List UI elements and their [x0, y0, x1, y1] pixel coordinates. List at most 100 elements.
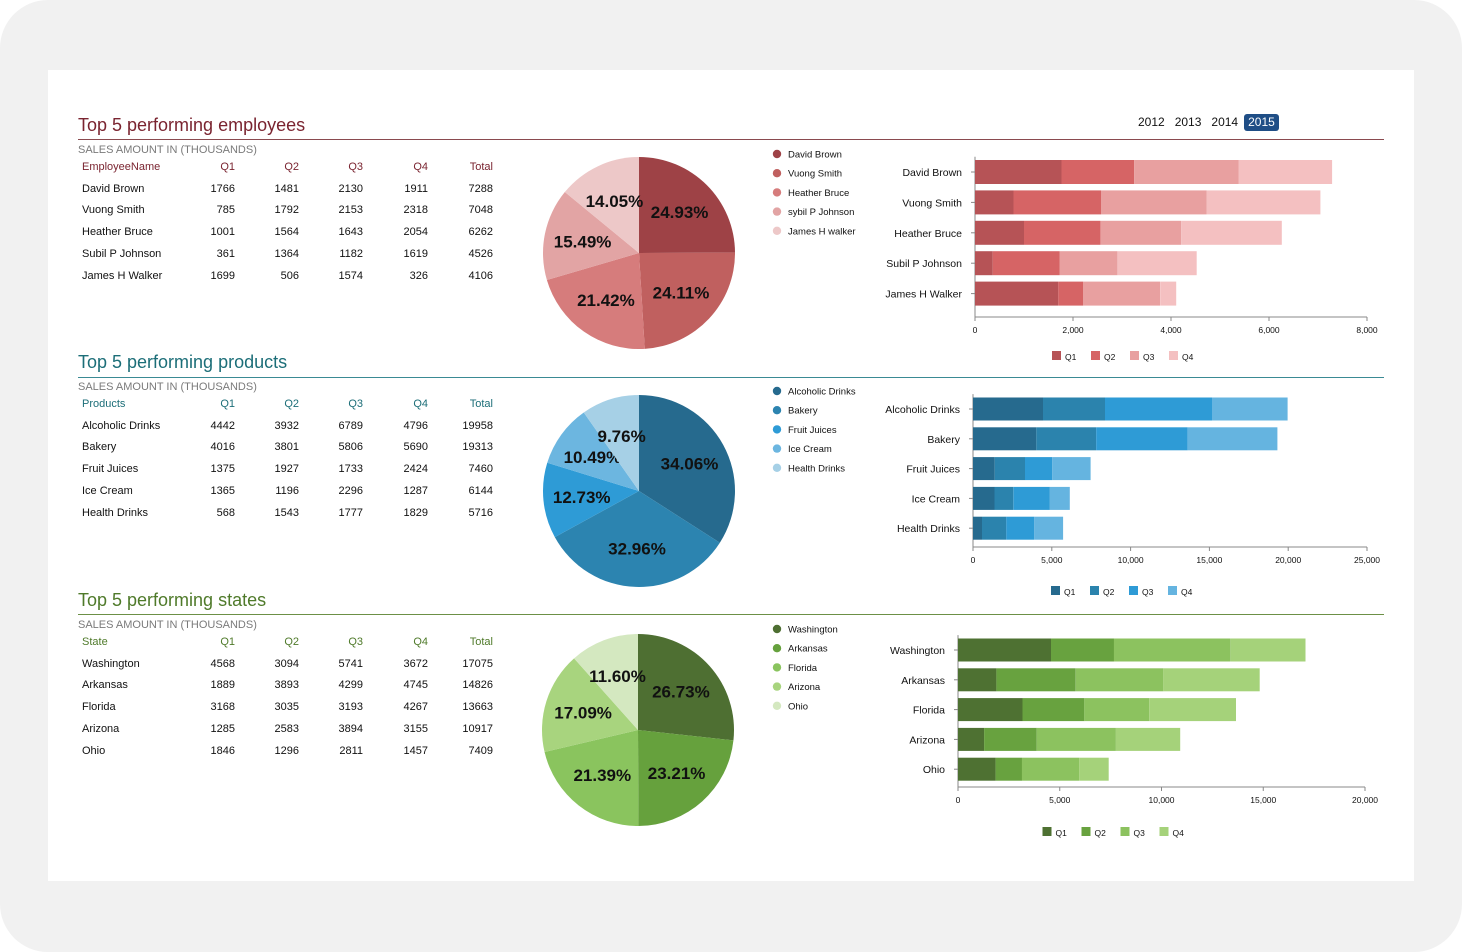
table-cell: 568: [216, 506, 235, 519]
column-header: State: [82, 636, 108, 648]
table-row: James H Walker 1699 506 1574 326 4106: [78, 270, 498, 284]
column-header: Q1: [220, 636, 235, 648]
table-cell: 5690: [403, 441, 428, 454]
year-selector: 2012 2013 2014 2015: [1134, 114, 1279, 131]
table-header-row: State Q1 Q2 Q3 Q4 Total: [78, 636, 498, 650]
table-row: Bakery 4016 3801 5806 5690 19313: [78, 441, 498, 455]
table-cell: 1457: [403, 744, 428, 757]
column-header: Q2: [284, 636, 299, 648]
table-cell: 2583: [274, 722, 299, 735]
table-cell: 1481: [274, 182, 299, 195]
table-cell: 3894: [338, 722, 363, 735]
column-header: Q1: [220, 398, 235, 410]
table-cell: 17075: [462, 657, 493, 670]
table-cell: 1543: [274, 506, 299, 519]
year-tab-2012[interactable]: 2012: [1138, 115, 1165, 129]
table-cell: 3193: [338, 701, 363, 714]
table-cell: Alcoholic Drinks: [82, 419, 161, 432]
table-cell: Bakery: [82, 441, 117, 454]
table-row: Subil P Johnson 361 1364 1182 1619 4526: [78, 248, 498, 262]
table-cell: 4568: [210, 657, 235, 670]
table-cell: 4796: [403, 419, 428, 432]
table-cell: 7288: [468, 182, 493, 195]
table-row: Fruit Juices 1375 1927 1733 2424 7460: [78, 463, 498, 477]
table-cell: 10917: [462, 722, 493, 735]
table-cell: 6789: [338, 419, 363, 432]
table-cell: 7048: [468, 204, 493, 217]
table-cell: 1792: [274, 204, 299, 217]
table-cell: 1777: [338, 506, 363, 519]
column-header: Total: [469, 161, 493, 173]
column-header: Q3: [348, 636, 363, 648]
table-cell: 13663: [462, 701, 493, 714]
section-title: Top 5 performing employees: [78, 115, 306, 135]
section-divider: [78, 614, 1384, 615]
table-cell: 1375: [210, 463, 235, 476]
column-header: EmployeeName: [82, 161, 161, 173]
section-subtitle: SALES AMOUNT IN (THOUSANDS): [78, 619, 257, 631]
section-subtitle: SALES AMOUNT IN (THOUSANDS): [78, 381, 257, 393]
table-cell: 4267: [403, 701, 428, 714]
table-cell: Subil P Johnson: [82, 247, 162, 260]
table-cell: 4442: [210, 419, 235, 432]
section-subtitle: SALES AMOUNT IN (THOUSANDS): [78, 144, 257, 156]
table-cell: 4299: [338, 679, 363, 692]
table-cell: 3094: [274, 657, 299, 670]
column-header: Q3: [348, 398, 363, 410]
table-cell: 1766: [210, 182, 235, 195]
table-cell: 1733: [338, 463, 363, 476]
year-tab-2013[interactable]: 2013: [1174, 115, 1202, 129]
table-cell: 5716: [468, 506, 493, 519]
table-cell: Arizona: [82, 722, 120, 735]
table-cell: Washington: [82, 657, 140, 670]
table-cell: 1829: [403, 506, 428, 519]
table-cell: Heather Bruce: [82, 226, 153, 239]
table-cell: 1927: [274, 463, 299, 476]
table-cell: Ohio: [82, 744, 106, 757]
table-row: Ice Cream 1365 1196 2296 1287 6144: [78, 485, 498, 499]
table-cell: 6144: [468, 484, 493, 497]
table-row: Alcoholic Drinks 4442 3932 6789 4796 19958: [78, 420, 498, 434]
column-header: Q4: [413, 636, 428, 648]
table-cell: 785: [216, 204, 235, 217]
table-cell: Vuong Smith: [82, 204, 145, 217]
table-header-row: Products Q1 Q2 Q3 Q4 Total: [78, 398, 498, 412]
column-header: Q2: [284, 398, 299, 410]
table-cell: 2054: [403, 226, 428, 239]
table-cell: 3932: [274, 419, 299, 432]
table-cell: 1285: [210, 722, 235, 735]
table-cell: 4106: [468, 269, 493, 282]
table-cell: Health Drinks: [82, 506, 149, 519]
table-cell: 6262: [468, 226, 493, 239]
table-row: Heather Bruce 1001 1564 1643 2054 6262: [78, 226, 498, 240]
table-cell: 2130: [338, 182, 363, 195]
table-cell: 2153: [338, 204, 363, 217]
column-header: Total: [469, 398, 493, 410]
table-row: Arkansas 1889 3893 4299 4745 14826: [78, 679, 498, 693]
year-tab-2015[interactable]: 2015: [1244, 114, 1279, 131]
table-cell: 5806: [338, 441, 363, 454]
table-cell: 1365: [210, 484, 235, 497]
table-cell: 506: [280, 269, 299, 282]
table-cell: 1196: [275, 484, 299, 497]
table-cell: 1619: [403, 247, 428, 260]
table-cell: 1889: [210, 679, 235, 692]
section-divider: [78, 377, 1384, 378]
table-cell: 1911: [404, 182, 428, 195]
table-cell: 1287: [403, 484, 428, 497]
section-title: Top 5 performing states: [78, 590, 267, 610]
table-row: Health Drinks 568 1543 1777 1829 5716: [78, 507, 498, 521]
table-cell: 19313: [462, 441, 493, 454]
column-header: Q3: [348, 161, 363, 173]
year-tab-2014[interactable]: 2014: [1211, 115, 1239, 129]
table-cell: 7409: [468, 744, 493, 757]
table-cell: 2318: [403, 204, 428, 217]
table-row: Florida 3168 3035 3193 4267 13663: [78, 701, 498, 715]
column-header: Products: [82, 398, 126, 410]
table-row: Arizona 1285 2583 3894 3155 10917: [78, 723, 498, 737]
table-cell: 19958: [462, 419, 493, 432]
column-header: Q4: [413, 398, 428, 410]
table-cell: 1564: [274, 226, 299, 239]
table-row: Vuong Smith 785 1792 2153 2318 7048: [78, 204, 498, 218]
table-cell: 14826: [462, 679, 493, 692]
